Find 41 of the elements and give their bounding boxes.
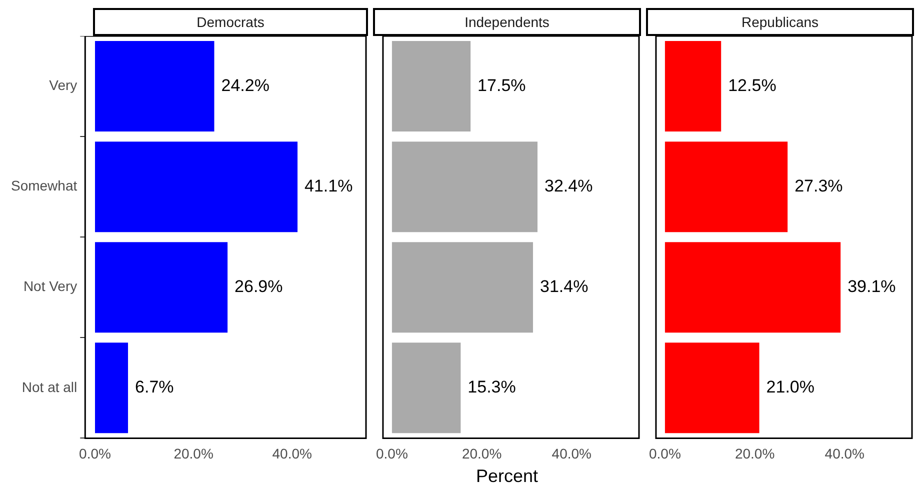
- data-label: 32.4%: [544, 176, 593, 196]
- data-label: 17.5%: [478, 76, 526, 95]
- chart-title: Democrats: [93, 8, 368, 36]
- data-label: 12.5%: [728, 76, 776, 95]
- y-tick-label: Somewhat: [10, 178, 78, 194]
- x-tick-label: 20.0%: [174, 445, 214, 462]
- x-tick-label: 20.0%: [734, 445, 775, 462]
- x-tick-label: 40.0%: [272, 445, 312, 462]
- y-tick-label: Very: [49, 77, 78, 94]
- bar: [392, 142, 538, 232]
- bar: [95, 41, 214, 132]
- data-label: 41.1%: [304, 176, 353, 196]
- chart-title: Republicans: [646, 8, 914, 36]
- x-axis-title: Percent: [474, 466, 540, 488]
- bar: [664, 41, 722, 132]
- data-label: 26.9%: [234, 277, 283, 296]
- x-tick-label: 40.0%: [552, 445, 592, 462]
- data-label: 39.1%: [848, 277, 896, 296]
- data-label: 31.4%: [540, 277, 588, 296]
- bar: [664, 242, 841, 333]
- x-tick-label: 0.0%: [376, 445, 408, 462]
- x-tick-label: 40.0%: [824, 445, 864, 462]
- bar: [95, 142, 298, 232]
- bar: [95, 342, 128, 434]
- bar: [664, 342, 760, 434]
- y-tick-label: Not Very: [23, 278, 78, 294]
- data-label: 21.0%: [766, 378, 814, 397]
- bar: [392, 242, 533, 333]
- bar: [392, 41, 471, 132]
- data-label: 15.3%: [468, 378, 516, 397]
- x-tick-label: 0.0%: [648, 445, 681, 462]
- data-label: 27.3%: [794, 176, 843, 196]
- y-tick-label: Not at all: [22, 378, 78, 395]
- x-tick-label: 0.0%: [79, 445, 111, 462]
- bar: [664, 142, 788, 232]
- x-tick-label: 20.0%: [462, 445, 502, 462]
- data-label: 6.7%: [135, 378, 174, 397]
- bar: [95, 242, 228, 333]
- data-label: 24.2%: [221, 76, 270, 95]
- bar: [392, 342, 461, 434]
- chart-title: Independents: [373, 8, 641, 36]
